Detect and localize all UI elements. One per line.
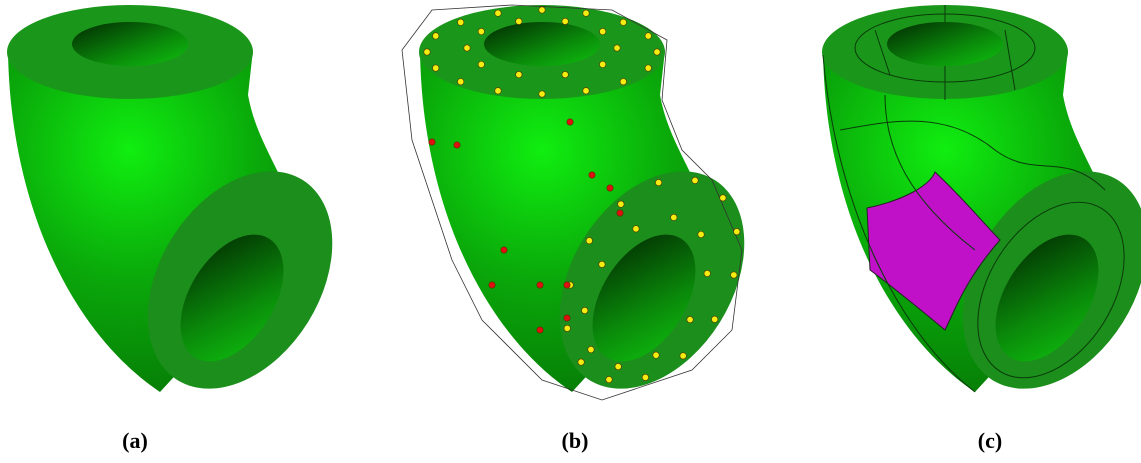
figure-page: (a) (b) (c) (0, 0, 1141, 463)
control-point (655, 179, 661, 185)
control-point-interior (607, 185, 613, 191)
control-point (516, 18, 522, 24)
control-point (582, 307, 588, 313)
control-point (586, 237, 592, 243)
control-point (711, 316, 717, 322)
control-point (564, 325, 570, 331)
control-point (671, 214, 677, 220)
control-point-interior (537, 282, 543, 288)
control-point (424, 49, 430, 55)
control-point (588, 346, 594, 352)
control-point (687, 316, 693, 322)
control-point (539, 91, 545, 97)
control-point (457, 78, 463, 84)
control-point (433, 33, 439, 39)
control-point (645, 33, 651, 39)
control-point (583, 88, 589, 94)
control-point-interior (617, 210, 623, 216)
control-point-interior (489, 282, 495, 288)
control-point-interior (429, 139, 435, 145)
control-point-interior (537, 327, 543, 333)
control-point (599, 28, 605, 34)
control-point (618, 201, 624, 207)
control-point-interior (454, 142, 460, 148)
control-point (620, 78, 626, 84)
control-point-interior (589, 172, 595, 178)
control-point (680, 353, 686, 359)
control-point (614, 45, 620, 51)
control-point (731, 272, 737, 278)
control-point (495, 88, 501, 94)
control-point (645, 65, 651, 71)
control-point (734, 228, 740, 234)
control-point-interior (501, 247, 507, 253)
figure: (a) (b) (c) (0, 0, 1141, 463)
control-point (620, 19, 626, 25)
control-point (653, 352, 659, 358)
control-point (433, 65, 439, 71)
control-point (464, 45, 470, 51)
control-point (578, 359, 584, 365)
control-point (457, 19, 463, 25)
control-point (654, 49, 660, 55)
caption: (c) (978, 428, 1002, 453)
control-point (599, 261, 605, 267)
caption: (a) (122, 428, 148, 453)
control-point (615, 363, 621, 369)
model-a (7, 5, 370, 422)
control-point (495, 10, 501, 16)
control-point-interior (567, 119, 573, 125)
model-b (419, 5, 782, 422)
control-point (633, 226, 639, 232)
caption: (b) (562, 428, 589, 453)
control-point (478, 61, 484, 67)
control-point (704, 270, 710, 276)
control-point (606, 376, 612, 382)
control-point (478, 28, 484, 34)
control-point (692, 177, 698, 183)
control-point (720, 195, 726, 201)
control-point-interior (564, 282, 570, 288)
control-point (539, 7, 545, 13)
control-point (583, 10, 589, 16)
control-point (562, 71, 568, 77)
control-point (599, 61, 605, 67)
control-point (698, 231, 704, 237)
control-point (562, 18, 568, 24)
control-point-interior (564, 315, 570, 321)
control-point (642, 374, 648, 380)
control-point (516, 71, 522, 77)
